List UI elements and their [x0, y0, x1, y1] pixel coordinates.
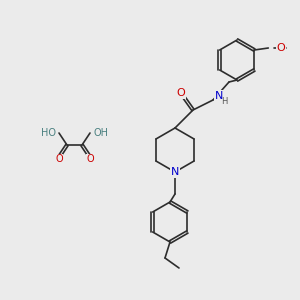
Text: O: O: [276, 43, 285, 53]
Text: O: O: [177, 88, 185, 98]
Text: HO: HO: [41, 128, 56, 138]
Text: N: N: [171, 167, 179, 177]
Text: H: H: [221, 97, 227, 106]
Text: OH: OH: [93, 128, 108, 138]
Text: O: O: [86, 154, 94, 164]
Text: O: O: [55, 154, 63, 164]
Text: N: N: [215, 91, 224, 101]
